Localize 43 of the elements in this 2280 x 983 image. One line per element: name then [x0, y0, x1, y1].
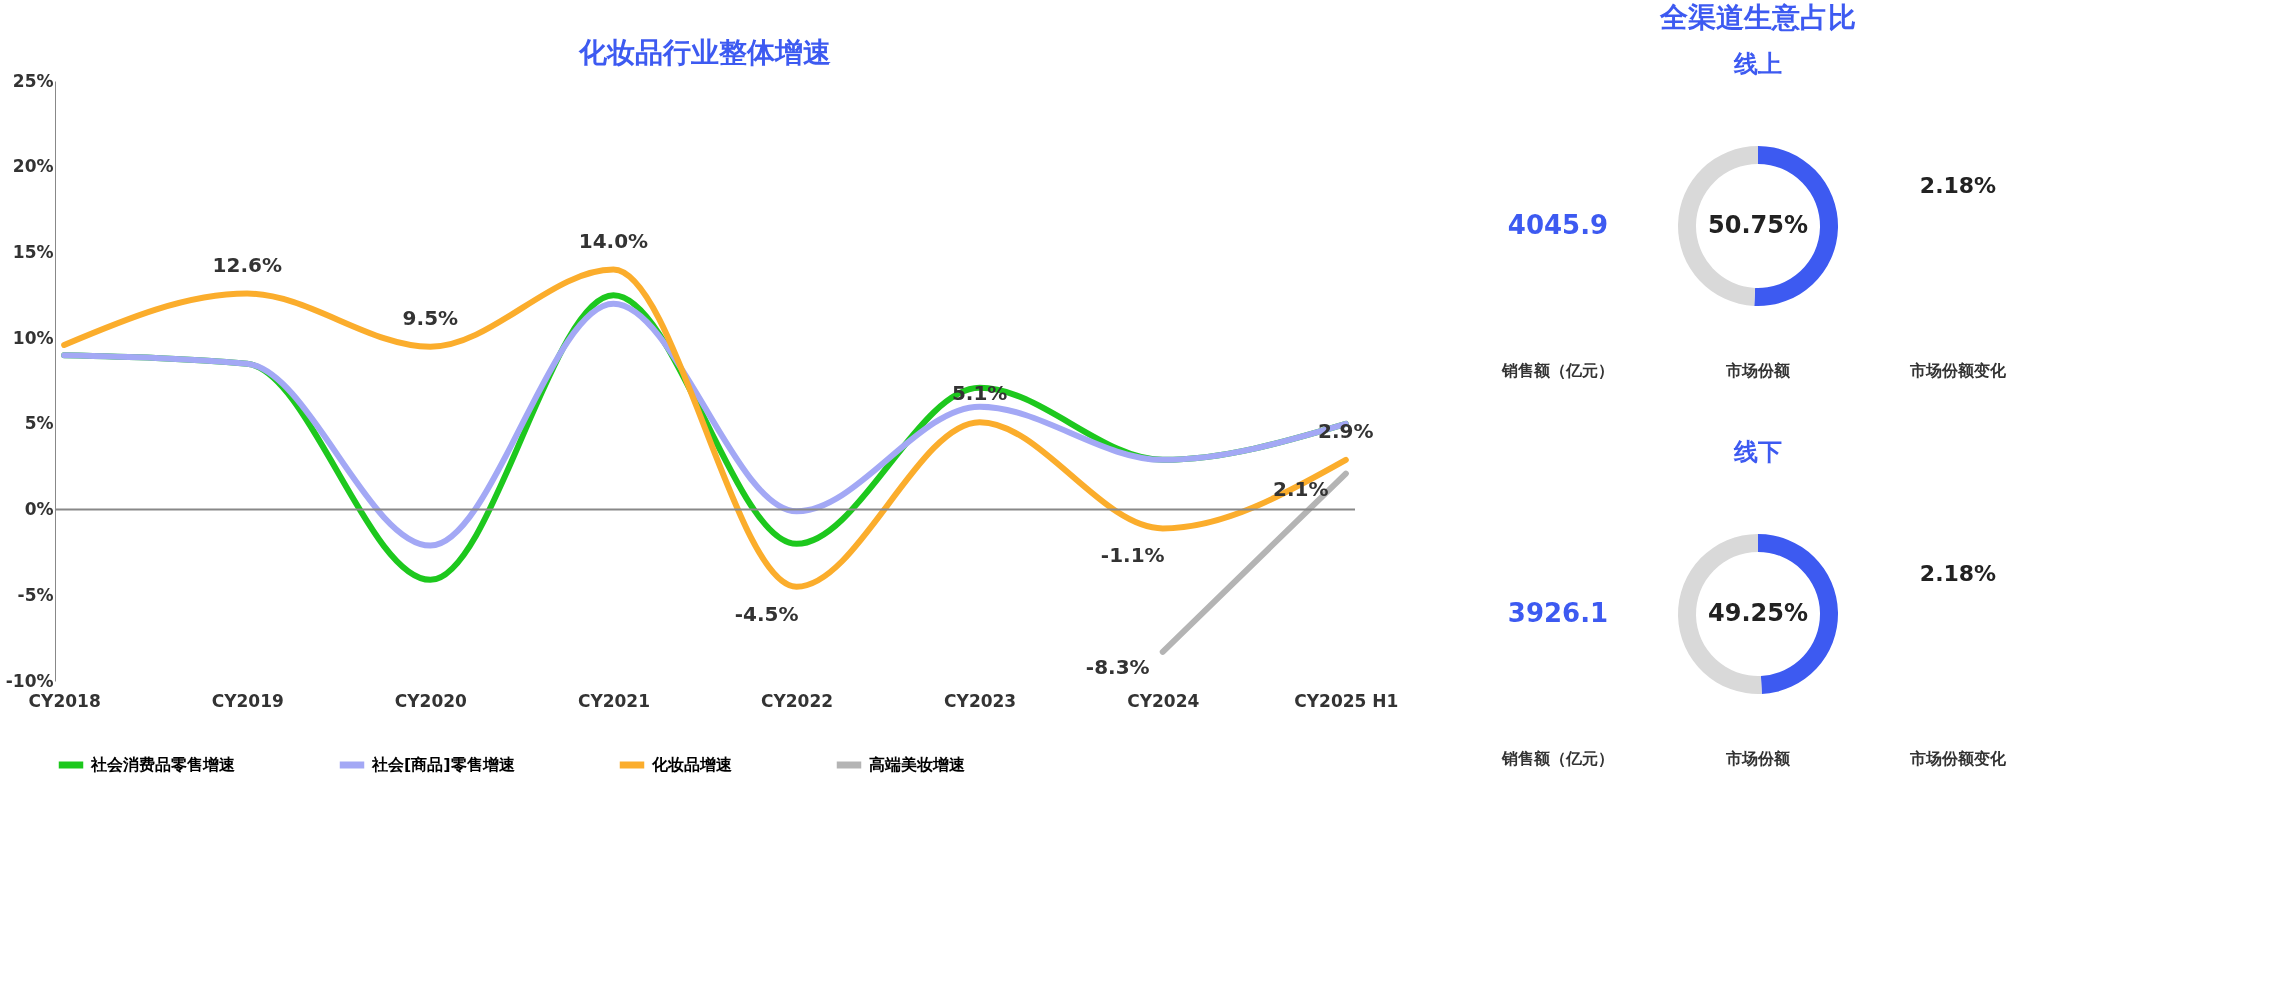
legend-label: 化妆品增速 — [651, 755, 733, 774]
text: 市场份额 — [1725, 749, 1791, 768]
chart-subtitle: 线上 — [1733, 50, 1782, 78]
data-label: 9.5% — [402, 305, 459, 330]
x-tick-label: CY2025 H1 — [1294, 690, 1399, 711]
x-tick-label: CY2021 — [577, 690, 651, 711]
data-label: 12.6% — [212, 252, 282, 277]
text: 销售额（亿元） — [1501, 749, 1614, 768]
y-tick-label: -5% — [17, 584, 54, 605]
chart-title: 线下 — [1733, 438, 1782, 466]
y-tick-label: 15% — [12, 241, 54, 262]
chart-title: 化妆品行业整体增速 — [578, 36, 831, 69]
x-tick-label: CY2019 — [211, 690, 284, 711]
x-tick-label: CY2022 — [760, 690, 834, 711]
text: 销售额（亿元） — [1501, 361, 1614, 380]
legend-label: 社会[商品]零售增速 — [371, 755, 516, 774]
data-label: 2.9% — [1318, 418, 1374, 443]
data-label: -8.3% — [1085, 654, 1150, 679]
y-tick-label: 5% — [24, 413, 54, 434]
text: 4045.9 — [1507, 210, 1609, 240]
x-tick-label: CY2024 — [1127, 690, 1200, 711]
y-tick-label: -10% — [5, 670, 54, 691]
y-tick-label: 20% — [12, 156, 54, 177]
x-tick-label: CY2018 — [28, 690, 101, 711]
data-label: 49.25% — [1708, 599, 1808, 627]
text: 市场份额变化 — [1909, 749, 2007, 768]
legend-label: 社会消费品零售增速 — [90, 755, 236, 774]
data-label: -4.5% — [734, 601, 799, 626]
text: 市场份额 — [1725, 361, 1791, 380]
x-tick-label: CY2020 — [394, 690, 468, 711]
y-tick-label: 10% — [12, 327, 54, 348]
text: 2.18% — [1919, 561, 1997, 586]
legend-label: 高端美妆增速 — [869, 755, 966, 774]
text: 市场份额变化 — [1909, 361, 2007, 380]
y-tick-label: 0% — [24, 499, 54, 520]
data-label: 14.0% — [578, 228, 649, 253]
data-label: -1.1% — [1100, 543, 1165, 568]
data-label: 50.75% — [1708, 211, 1808, 239]
text: 2.18% — [1919, 173, 1997, 198]
chart-title: 全渠道生意占比 — [1659, 1, 1856, 34]
x-tick-label: CY2023 — [944, 690, 1017, 711]
y-tick-label: 25% — [12, 70, 54, 91]
text: 3926.1 — [1507, 598, 1609, 628]
